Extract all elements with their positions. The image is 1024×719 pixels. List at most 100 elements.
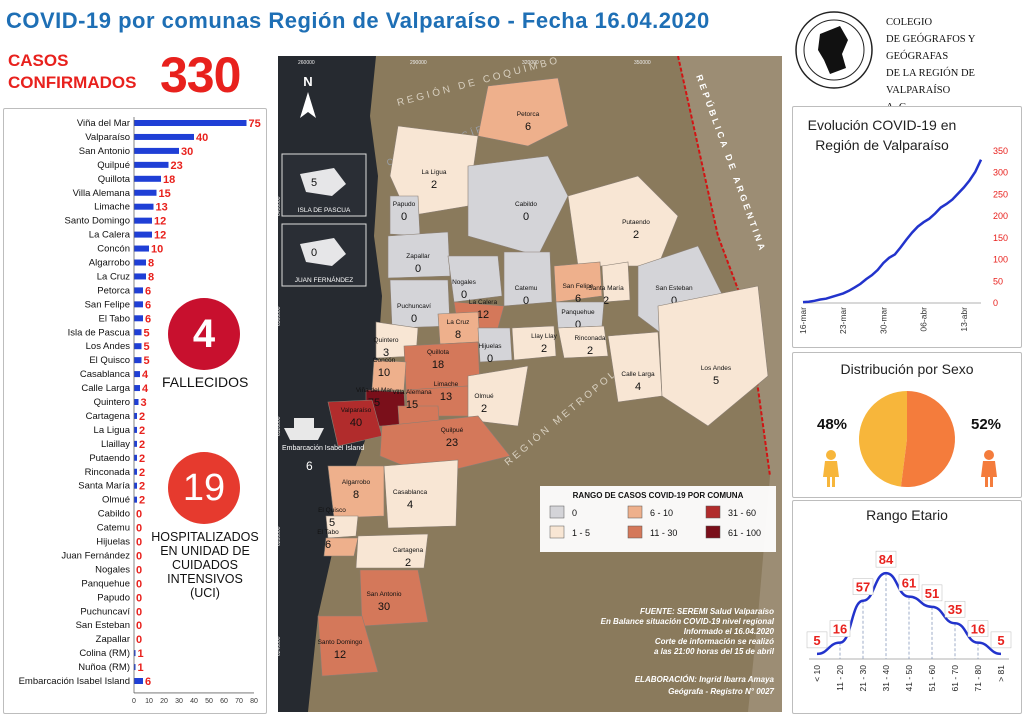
bar	[134, 120, 247, 126]
source-line: Corte de información se realizó	[655, 637, 774, 646]
comuna-polygon	[389, 125, 479, 217]
x-tick-label: 70	[235, 698, 243, 705]
male-icon	[981, 461, 997, 477]
female-icon-head	[826, 450, 836, 460]
age-category-label: 41 - 50	[904, 665, 914, 692]
evolution-line-chart: 0 50 100 150 200 250 300 350 16-mar 23-mar 30-mar 0…	[798, 146, 1008, 334]
embarcacion-label: Embarcación Isabel Island	[282, 445, 364, 452]
comuna-value: 2	[481, 403, 487, 415]
bar-value-label: 40	[196, 132, 208, 144]
comuna-polygon	[477, 327, 513, 363]
age-category-label: > 81	[996, 665, 1006, 682]
comuna-name: Hijuelas	[478, 343, 502, 350]
pie-value-label: 48%	[817, 416, 847, 433]
bar-category-label: San Esteban	[76, 620, 130, 631]
x-tick-label: 80	[250, 698, 258, 705]
coord-left-label: 6280000	[278, 526, 282, 546]
age-value-label: 84	[879, 552, 894, 567]
sex-pie-chart: 48% 52%	[817, 391, 1001, 487]
bar-category-label: Villa Alemana	[73, 188, 131, 199]
coord-top-label: 320000	[522, 60, 539, 66]
comuna-name: Villa Alemana	[392, 389, 432, 396]
bar-value-label: 6	[145, 299, 151, 311]
comuna-value: 2	[405, 557, 411, 569]
comuna-name: San Felipe	[562, 283, 593, 290]
age-category-label: 51 - 60	[927, 665, 937, 692]
bar-category-label: Santa María	[78, 481, 130, 492]
comuna-value: 2	[633, 229, 639, 241]
uci-label-line: (UCI)	[190, 586, 220, 600]
bar	[134, 678, 143, 684]
coord-left-label: 6320000	[278, 416, 282, 436]
bar	[134, 301, 143, 308]
age-line-chart: 5 16 57 84 61 51 35 16 5 < 10 11 - 20 21 - 30 31 - 4…	[806, 550, 1012, 692]
x-tick-label: 16-mar	[798, 307, 808, 334]
bar-value-label: 12	[154, 216, 166, 228]
bar-category-label: Quintero	[94, 397, 130, 408]
comuna-polygon	[359, 569, 429, 627]
comuna-polygon	[379, 415, 511, 477]
comuna-value: 6	[575, 293, 581, 305]
bar-category-label: Rinconada	[85, 467, 131, 478]
bar-category-label: San Felipe	[85, 299, 130, 310]
comuna-value: 40	[350, 417, 362, 429]
bar-category-label: Viña del Mar	[77, 118, 130, 129]
legend-label: 0	[572, 508, 577, 518]
casos-confirmados-value: 330	[160, 47, 241, 103]
x-tick-label: 50	[205, 698, 213, 705]
bar	[134, 329, 142, 336]
sex-panel: Distribución por Sexo 48% 52%	[792, 352, 1022, 498]
border-line	[677, 55, 771, 477]
bar	[134, 189, 157, 196]
comuna-value: 6	[325, 539, 331, 551]
coord-left-label: 6360000	[278, 306, 282, 326]
age-value-label: 5	[997, 633, 1004, 648]
casos-label-line-1: CASOS	[8, 51, 69, 70]
bar	[134, 468, 137, 475]
bar-value-label: 13	[156, 202, 168, 214]
pie-value-label: 52%	[971, 416, 1001, 433]
page-title: COVID-19 por comunas Región de Valparaís…	[6, 8, 710, 33]
legend-box	[540, 486, 776, 552]
bar	[134, 440, 137, 447]
ship-cabin	[294, 418, 314, 428]
bar	[134, 385, 140, 392]
age-value-box	[990, 631, 1012, 649]
comuna-name: La Cruz	[447, 319, 470, 326]
comuna-name: Valparaíso	[341, 407, 372, 414]
comuna-value: 0	[411, 313, 417, 325]
comuna-value: 23	[446, 437, 458, 449]
bar-category-label: San Antonio	[79, 146, 130, 157]
legend-label: 1 - 5	[572, 528, 590, 538]
age-category-label: 21 - 30	[858, 665, 868, 692]
comuna-name: Putaendo	[622, 219, 650, 226]
comuna-value: 12	[334, 649, 346, 661]
comuna-value: 0	[461, 289, 467, 301]
coord-left-label: 6240000	[278, 636, 282, 656]
age-value-box	[898, 574, 920, 591]
bar-category-label: Cartagena	[86, 411, 131, 422]
y-tick-label: 150	[993, 233, 1008, 243]
bar-value-label: 8	[148, 258, 154, 270]
legend-swatch	[705, 525, 721, 539]
comuna-value: 5	[713, 375, 719, 387]
inset-value: 5	[311, 177, 317, 189]
comuna-value: 8	[455, 329, 461, 341]
comuna-name: Cartagena	[393, 547, 424, 554]
argentina-area	[678, 56, 782, 712]
bar-category-label: Cabildo	[98, 509, 130, 520]
comuna-polygon	[467, 155, 569, 257]
comuna-name: Papudo	[393, 201, 416, 208]
comuna-value: 18	[432, 359, 444, 371]
bar-category-label: Isla de Pascua	[68, 327, 131, 338]
legend-label: 61 - 100	[728, 528, 761, 538]
bar-value-label: 0	[136, 578, 142, 590]
bar-category-label: Calle Larga	[81, 383, 130, 394]
bar-value-label: 0	[136, 634, 142, 646]
y-tick-label: 0	[993, 298, 998, 308]
fallecidos-label: FALLECIDOS	[162, 374, 249, 390]
age-category-label: < 10	[812, 665, 822, 682]
age-value-label: 51	[925, 586, 939, 601]
x-tick-label: 10	[145, 698, 153, 705]
comuna-name: Quintero	[374, 337, 399, 344]
